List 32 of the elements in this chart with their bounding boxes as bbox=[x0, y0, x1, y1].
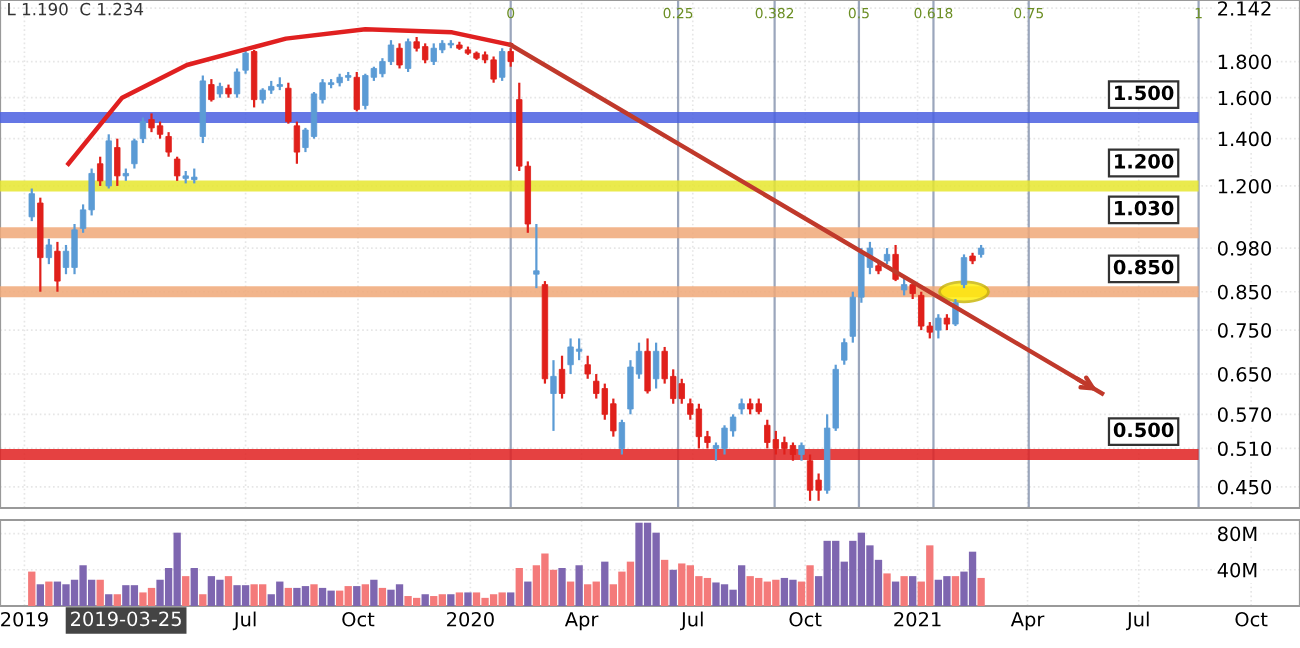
x-tick-label: Oct bbox=[789, 611, 822, 627]
y-tick-label: 1.600 bbox=[1218, 90, 1272, 106]
y-tick-label: 2.142 bbox=[1218, 1, 1271, 16]
y-tick-label: 0.750 bbox=[1217, 323, 1272, 338]
y-tick-label: 1.800 bbox=[1218, 54, 1272, 70]
ref-line-label: 0.850 bbox=[1113, 259, 1174, 275]
x-tick-label: 2021 bbox=[894, 611, 941, 627]
y-tick-label: 0.980 bbox=[1217, 241, 1272, 256]
x-tick-label: Apr bbox=[1010, 612, 1045, 631]
x-tick-label: Jul bbox=[232, 611, 256, 631]
y-tick-label: 1.400 bbox=[1218, 131, 1272, 147]
y-tick-label: 0.510 bbox=[1217, 441, 1272, 457]
x-tick-label: 2020 bbox=[447, 611, 494, 627]
x-tick-label: Jul bbox=[680, 611, 703, 631]
y-tick-label: 0.850 bbox=[1217, 284, 1272, 300]
x-tick-label: Oct bbox=[342, 611, 375, 627]
x-tick-label: 2019 bbox=[1, 611, 48, 627]
annotation: L 1.190 C 1.234 bbox=[8, 2, 144, 16]
y-tick-label: 0.650 bbox=[1217, 366, 1272, 382]
ref-line-label: 1.500 bbox=[1115, 85, 1174, 101]
y-tick-label: 0.570 bbox=[1217, 407, 1272, 422]
ref-line-label: 0.500 bbox=[1113, 422, 1174, 438]
ref-line-label: 1.030 bbox=[1115, 200, 1174, 216]
x-tick-label: Apr bbox=[564, 612, 599, 631]
y-tick-label: 0.450 bbox=[1217, 479, 1272, 495]
text: 2019-03-25 bbox=[71, 611, 181, 627]
x-tick-label: Jul bbox=[1125, 611, 1149, 631]
y-tick-label: 40M bbox=[1217, 562, 1257, 578]
y-tick-label: 1.200 bbox=[1218, 178, 1272, 194]
ref-line-label: 1.200 bbox=[1115, 153, 1174, 169]
y-tick-label: 80M bbox=[1217, 526, 1257, 542]
x-tick-label: Oct bbox=[1235, 611, 1268, 627]
